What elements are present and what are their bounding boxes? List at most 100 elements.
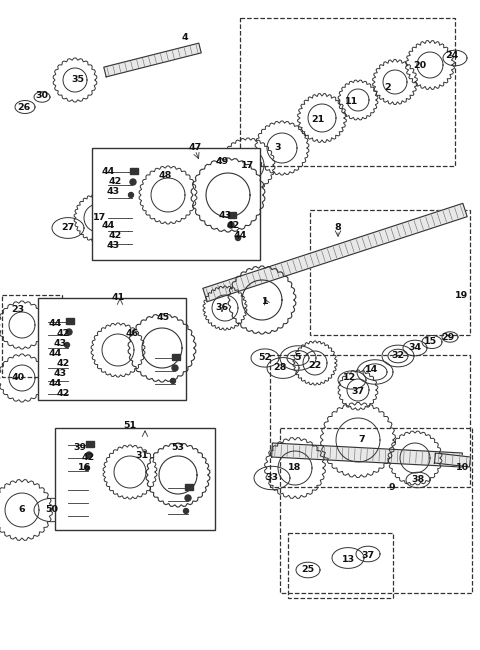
- Polygon shape: [203, 203, 467, 302]
- Circle shape: [66, 329, 72, 335]
- Bar: [92, 148, 260, 260]
- Text: 42: 42: [108, 177, 121, 187]
- Text: 51: 51: [123, 421, 137, 430]
- Text: 20: 20: [413, 60, 427, 70]
- Bar: [288, 533, 393, 598]
- Text: 3: 3: [275, 144, 281, 153]
- Text: 44: 44: [101, 220, 115, 229]
- Text: 42: 42: [227, 220, 240, 229]
- Text: 8: 8: [335, 224, 341, 233]
- Text: 18: 18: [288, 463, 302, 473]
- Text: 31: 31: [135, 450, 149, 460]
- Circle shape: [170, 378, 176, 383]
- Text: 44: 44: [233, 231, 247, 239]
- Text: 44: 44: [48, 318, 61, 328]
- Text: 42: 42: [108, 231, 121, 239]
- Text: 19: 19: [456, 291, 468, 300]
- Text: 2: 2: [384, 83, 391, 92]
- Text: 35: 35: [72, 75, 84, 84]
- Text: 38: 38: [411, 476, 425, 484]
- Text: 12: 12: [343, 374, 357, 382]
- Text: 42: 42: [82, 454, 95, 463]
- Text: 32: 32: [391, 350, 405, 359]
- Text: 17: 17: [94, 213, 107, 222]
- Bar: [86, 441, 94, 447]
- Bar: [240, 18, 455, 166]
- Text: 49: 49: [216, 157, 228, 166]
- Circle shape: [84, 465, 89, 471]
- Text: 28: 28: [273, 363, 287, 372]
- Polygon shape: [104, 43, 201, 77]
- Text: 45: 45: [156, 313, 169, 322]
- Circle shape: [64, 343, 70, 348]
- Text: 37: 37: [361, 551, 374, 560]
- Bar: [228, 212, 236, 218]
- Text: 42: 42: [56, 328, 70, 337]
- Text: 42: 42: [56, 389, 70, 398]
- Bar: [55, 428, 215, 530]
- Text: 5: 5: [295, 354, 301, 363]
- Text: 25: 25: [301, 566, 314, 575]
- Text: 36: 36: [216, 304, 228, 313]
- Text: 15: 15: [423, 337, 437, 346]
- Text: 6: 6: [19, 506, 25, 515]
- Text: 52: 52: [258, 354, 272, 363]
- Text: 9: 9: [389, 484, 396, 493]
- Circle shape: [185, 495, 191, 501]
- Circle shape: [236, 235, 240, 240]
- Bar: [66, 318, 74, 324]
- Text: 24: 24: [445, 51, 458, 60]
- Bar: [2, 295, 62, 377]
- Circle shape: [129, 192, 133, 198]
- Text: 21: 21: [312, 116, 324, 125]
- Circle shape: [86, 452, 92, 458]
- Text: 44: 44: [48, 348, 61, 358]
- Circle shape: [172, 365, 178, 371]
- Text: 43: 43: [107, 240, 120, 250]
- Text: 53: 53: [171, 443, 184, 452]
- Bar: [185, 484, 193, 490]
- Text: 14: 14: [365, 365, 379, 374]
- Text: 4: 4: [182, 34, 188, 42]
- Text: 10: 10: [456, 463, 468, 473]
- Text: 41: 41: [111, 294, 125, 302]
- Text: 44: 44: [101, 168, 115, 177]
- Circle shape: [228, 222, 234, 228]
- Text: 43: 43: [53, 339, 67, 348]
- Text: 29: 29: [442, 333, 455, 343]
- Text: 17: 17: [241, 161, 254, 170]
- Text: 11: 11: [346, 98, 359, 107]
- Circle shape: [130, 179, 136, 185]
- Text: 43: 43: [107, 187, 120, 196]
- Text: 50: 50: [46, 506, 59, 515]
- Bar: [38, 298, 186, 400]
- Text: 30: 30: [36, 90, 48, 99]
- Text: 46: 46: [125, 328, 139, 337]
- Text: 26: 26: [17, 103, 31, 112]
- Text: 27: 27: [61, 224, 74, 233]
- Text: 33: 33: [265, 473, 278, 482]
- Text: 23: 23: [12, 306, 24, 315]
- Text: 44: 44: [48, 378, 61, 387]
- Text: 39: 39: [73, 443, 86, 452]
- Text: 37: 37: [351, 387, 365, 396]
- Text: 40: 40: [12, 374, 24, 382]
- Polygon shape: [272, 443, 462, 467]
- Text: 16: 16: [78, 463, 92, 473]
- Text: 7: 7: [359, 436, 365, 445]
- Bar: [280, 428, 472, 593]
- Bar: [172, 354, 180, 360]
- Bar: [270, 355, 470, 487]
- Text: 42: 42: [56, 359, 70, 367]
- Text: 34: 34: [408, 343, 421, 352]
- Text: 43: 43: [218, 211, 231, 220]
- Text: 22: 22: [308, 361, 322, 369]
- Text: 43: 43: [53, 369, 67, 378]
- Text: 47: 47: [188, 144, 202, 153]
- Text: 1: 1: [262, 298, 268, 307]
- Text: 13: 13: [341, 556, 355, 564]
- Bar: [130, 168, 138, 174]
- Text: 48: 48: [158, 170, 172, 179]
- Polygon shape: [434, 453, 470, 467]
- Circle shape: [183, 508, 189, 514]
